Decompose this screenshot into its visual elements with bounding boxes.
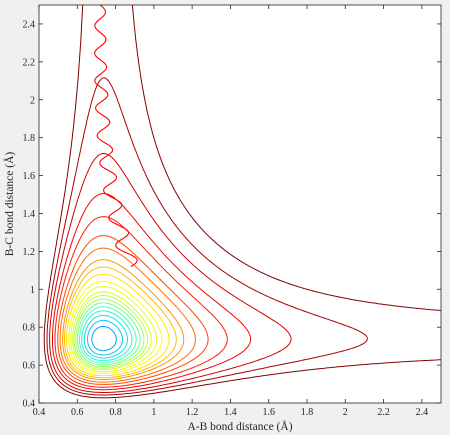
trajectory-path: [94, 5, 138, 267]
contour-level-15: [72, 291, 152, 371]
contour-level-14: [73, 295, 149, 369]
contour-level-13: [75, 298, 145, 368]
y-tick-label: 2: [30, 95, 35, 106]
x-tick-label: 2: [343, 407, 348, 418]
y-tick-label: 1.4: [23, 209, 36, 220]
y-tick-label: 2.2: [23, 57, 36, 68]
contour-level-19: [64, 266, 177, 379]
plot-area: [39, 5, 441, 403]
y-tick-label: 0.4: [23, 399, 36, 410]
x-tick-label: 2.4: [416, 407, 429, 418]
x-tick-label: 1.8: [301, 407, 314, 418]
y-tick-label: 1: [30, 285, 35, 296]
contour-level-7: [91, 326, 117, 352]
y-tick-label: 0.8: [23, 323, 36, 334]
x-tick-label: 0.4: [33, 407, 46, 418]
x-tick-label: 1: [151, 407, 156, 418]
contour-level-27: [43, 5, 441, 399]
x-tick-label: 2.2: [377, 407, 390, 418]
y-tick-label: 0.6: [23, 361, 36, 372]
x-tick-label: 1.4: [224, 407, 237, 418]
y-axis-ticks: 0.4 0.6 0.8 1 1.2 1.4 1.6 1.8 2 2.2 2.4: [23, 19, 441, 410]
contour-level-22: [57, 235, 209, 385]
trajectory-line: [94, 5, 138, 267]
x-tick-label: 1.2: [186, 407, 199, 418]
axes-box: [38, 4, 442, 404]
x-axis-label: A-B bond distance (Å): [187, 419, 292, 433]
x-tick-label: 1.6: [262, 407, 275, 418]
contour-lines: [43, 5, 441, 399]
x-tick-label: 0.6: [71, 407, 84, 418]
contour-level-10: [81, 310, 133, 362]
contour-level-24: [52, 193, 252, 391]
x-tick-label: 0.8: [109, 407, 122, 418]
x-axis-ticks: 0.4 0.6 0.8 1 1.2 1.4 1.6 1.8 2 2.2 2.4: [33, 5, 428, 418]
contour-level-26: [46, 77, 368, 396]
contour-level-21: [59, 247, 196, 383]
contour-level-25: [49, 152, 292, 393]
contour-level-17: [68, 280, 163, 374]
y-tick-label: 1.8: [23, 133, 36, 144]
y-tick-label: 1.2: [23, 247, 36, 258]
contour-level-9: [83, 314, 128, 359]
contour-level-18: [66, 273, 170, 377]
contour-level-12: [77, 302, 141, 366]
contour-level-16: [70, 286, 158, 373]
contour-level-11: [79, 306, 137, 364]
contour-level-20: [62, 259, 185, 381]
y-tick-label: 1.6: [23, 171, 36, 182]
y-tick-label: 2.4: [23, 19, 36, 30]
contour-level-8: [87, 319, 123, 356]
y-axis-label: B-C bond distance (Å): [2, 152, 16, 257]
